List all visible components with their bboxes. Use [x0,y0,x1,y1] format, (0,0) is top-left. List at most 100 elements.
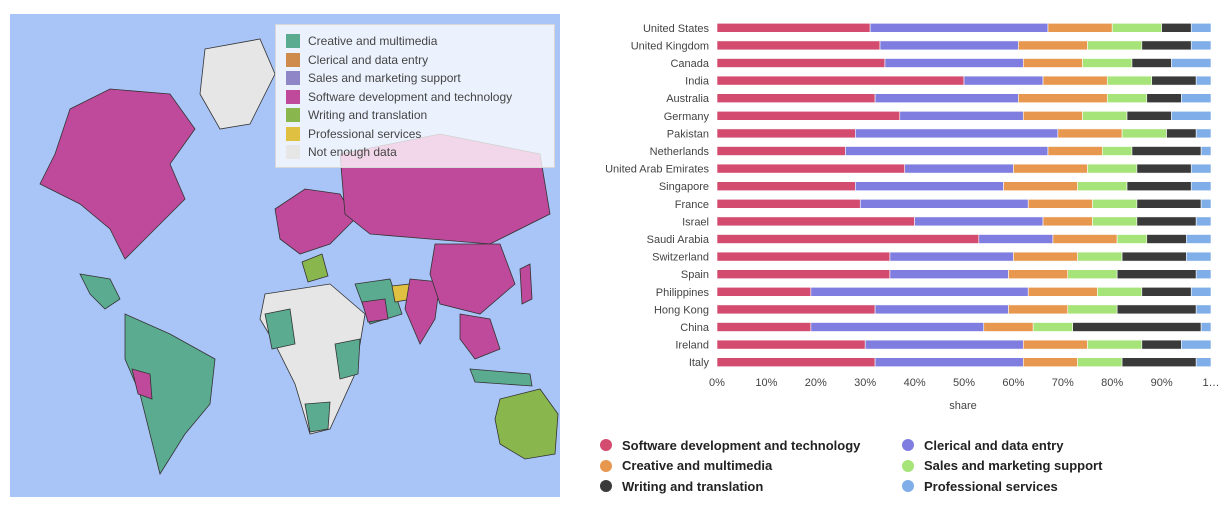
bar-segment[interactable] [889,251,1014,262]
bar-segment[interactable] [1092,199,1138,209]
bar-segment[interactable] [716,234,980,244]
bar-segment[interactable] [1047,22,1113,33]
bar-segment[interactable] [716,199,861,209]
bar-segment[interactable] [1136,163,1192,174]
bar-segment[interactable] [1136,199,1202,209]
bar-segment[interactable] [1102,146,1133,156]
bar-segment[interactable] [1116,304,1197,315]
map-legend-item[interactable]: Software development and technology [286,89,512,105]
chart-legend-item[interactable]: Creative and multimedia [600,457,772,475]
bar-segment[interactable] [1052,234,1118,244]
bar-segment[interactable] [1042,216,1093,227]
bar-segment[interactable] [1166,128,1197,139]
bar-segment[interactable] [904,163,1014,174]
bar-segment[interactable] [810,286,1029,297]
bar-segment[interactable] [914,216,1044,227]
bar-segment[interactable] [864,339,1024,350]
bar-segment[interactable] [963,75,1044,86]
bar-segment[interactable] [1171,58,1212,68]
world-map[interactable]: Creative and multimedia Clerical and data… [10,14,560,497]
map-legend-item[interactable]: Writing and translation [286,107,427,123]
bar-segment[interactable] [1111,22,1162,33]
bar-segment[interactable] [716,75,965,86]
bar-segment[interactable] [716,216,915,227]
bar-segment[interactable] [978,234,1054,244]
chart-legend-item[interactable]: Sales and marketing support [902,457,1102,475]
bar-segment[interactable] [1082,58,1133,68]
bar-segment[interactable] [716,322,812,332]
bar-segment[interactable] [1116,269,1197,280]
bar-segment[interactable] [716,128,856,139]
bar-segment[interactable] [1077,357,1123,368]
bar-segment[interactable] [874,93,1019,103]
bar-segment[interactable] [1141,286,1192,297]
bar-segment[interactable] [1121,128,1167,139]
bar-segment[interactable] [1057,128,1123,139]
bar-segment[interactable] [1022,357,1078,368]
bar-segment[interactable] [1200,322,1212,332]
bar-segment[interactable] [1131,58,1172,68]
bar-segment[interactable] [1195,357,1212,368]
bar-segment[interactable] [1027,286,1098,297]
bar-segment[interactable] [1190,22,1212,33]
bar-segment[interactable] [869,22,1049,33]
bar-segment[interactable] [1200,146,1212,156]
bar-segment[interactable] [1146,234,1187,244]
bar-segment[interactable] [716,111,901,121]
bar-segment[interactable] [1116,234,1148,244]
bar-segment[interactable] [716,357,876,368]
bar-segment[interactable] [1106,75,1153,86]
bar-segment[interactable] [1190,181,1212,191]
map-legend-item[interactable]: Creative and multimedia [286,33,437,49]
bar-segment[interactable] [1077,251,1123,262]
bar-segment[interactable] [1022,58,1083,68]
bar-segment[interactable] [859,199,1029,209]
chart-legend-item[interactable]: Software development and technology [600,436,860,454]
bar-segment[interactable] [716,93,876,103]
bar-segment[interactable] [1121,251,1187,262]
bar-segment[interactable] [855,128,1059,139]
bar-segment[interactable] [1008,269,1069,280]
bar-segment[interactable] [1097,286,1143,297]
bar-segment[interactable] [716,163,906,174]
bar-segment[interactable] [1190,163,1212,174]
bar-segment[interactable] [1195,75,1212,86]
bar-segment[interactable] [1195,216,1212,227]
bar-segment[interactable] [716,286,812,297]
bar-segment[interactable] [716,304,876,315]
bar-segment[interactable] [1092,216,1138,227]
bar-segment[interactable] [874,304,1009,315]
bar-segment[interactable] [716,251,891,262]
bar-segment[interactable] [884,58,1024,68]
bar-segment[interactable] [1190,286,1212,297]
bar-segment[interactable] [874,357,1024,368]
bar-segment[interactable] [1181,339,1212,350]
bar-segment[interactable] [1171,111,1212,121]
bar-segment[interactable] [1013,163,1088,174]
bar-segment[interactable] [1027,199,1093,209]
bar-segment[interactable] [1022,111,1083,121]
bar-segment[interactable] [1195,269,1212,280]
bar-segment[interactable] [879,40,1019,51]
map-legend-item[interactable]: Not enough data [286,144,397,160]
bar-segment[interactable] [1087,163,1138,174]
bar-segment[interactable] [889,269,1009,280]
bar-segment[interactable] [716,339,866,350]
bar-segment[interactable] [716,181,856,191]
bar-segment[interactable] [983,322,1034,332]
bar-segment[interactable] [1087,40,1143,51]
bar-segment[interactable] [1181,93,1212,103]
map-legend-item[interactable]: Sales and marketing support [286,70,461,86]
bar-segment[interactable] [1126,111,1172,121]
bar-segment[interactable] [1067,269,1118,280]
bar-segment[interactable] [1087,339,1143,350]
bar-segment[interactable] [716,22,871,33]
bar-segment[interactable] [1190,40,1212,51]
bar-segment[interactable] [1146,93,1182,103]
bar-segment[interactable] [1126,181,1192,191]
bar-segment[interactable] [1185,251,1212,262]
bar-segment[interactable] [1141,339,1182,350]
chart-legend-item[interactable]: Writing and translation [600,477,763,495]
bar-segment[interactable] [1195,304,1212,315]
bar-segment[interactable] [1042,75,1108,86]
